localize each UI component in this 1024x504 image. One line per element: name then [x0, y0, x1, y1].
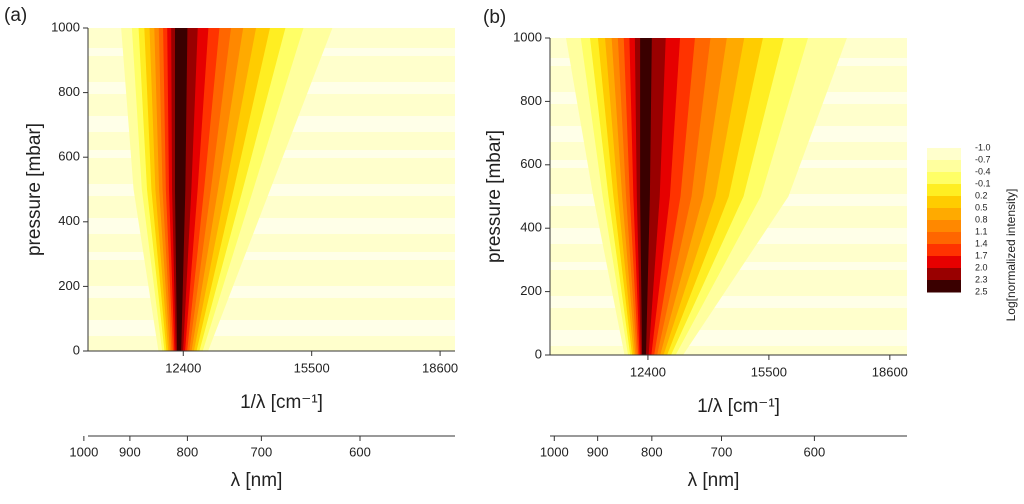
noise-streak [88, 286, 455, 298]
x2-axis-title: λ [nm] [231, 470, 283, 491]
colorbar-label: 2.5 [975, 286, 988, 296]
y-tick-label: 600 [58, 149, 80, 164]
y-tick-label: 800 [58, 84, 80, 99]
colorbar-label: -0.4 [975, 166, 991, 176]
y-axis-title: pressure [mbar] [484, 130, 505, 263]
colorbar-label: -1.0 [975, 142, 991, 152]
colorbar-label: 0.8 [975, 214, 988, 224]
contour-band [640, 38, 652, 355]
noise-streak [88, 320, 455, 336]
colorbar-swatch [927, 148, 961, 161]
y-tick-label: 1000 [513, 29, 542, 44]
y-tick-label: 400 [520, 220, 542, 235]
colorbar-label: 2.3 [975, 274, 988, 284]
y-tick-label: 200 [520, 283, 542, 298]
panel-label: (a) [4, 5, 27, 26]
colorbar-label: 0.5 [975, 202, 988, 212]
y-tick-label: 0 [73, 342, 80, 357]
colorbar-label: 0.2 [975, 190, 988, 200]
noise-streak [550, 330, 907, 346]
colorbar-swatch [927, 184, 961, 197]
colorbar-label: -0.7 [975, 154, 991, 164]
contour-band [174, 28, 188, 351]
colorbar-swatch [927, 280, 961, 293]
x2-tick-label: 900 [587, 444, 609, 459]
x2-tick-label: 1000 [69, 444, 98, 459]
x-tick-label: 18600 [872, 364, 908, 379]
noise-streak [550, 296, 907, 308]
noise-streak [88, 252, 455, 260]
panel-label: (b) [483, 7, 506, 28]
colorbar-label: -0.1 [975, 178, 991, 188]
x2-tick-label: 700 [711, 444, 733, 459]
colorbar-label: 1.4 [975, 238, 988, 248]
colorbar-swatch [927, 268, 961, 281]
x2-tick-label: 600 [804, 444, 826, 459]
x2-tick-label: 600 [349, 444, 371, 459]
x-axis-title: 1/λ [cm⁻¹] [697, 396, 780, 417]
y-tick-label: 600 [520, 156, 542, 171]
x2-tick-label: 700 [251, 444, 273, 459]
colorbar-swatch [927, 208, 961, 221]
colorbar-swatch [927, 160, 961, 173]
colorbar-label: 1.7 [975, 250, 988, 260]
y-tick-label: 1000 [51, 19, 80, 34]
y-axis-title: pressure [mbar] [24, 123, 45, 256]
x-tick-label: 15500 [751, 364, 787, 379]
colorbar-swatch [927, 172, 961, 185]
colorbar-swatch [927, 232, 961, 245]
x-tick-label: 12400 [630, 364, 666, 379]
colorbar-swatch [927, 220, 961, 233]
colorbar-swatch [927, 244, 961, 257]
x-tick-label: 18600 [422, 360, 458, 375]
colorbar-swatch [927, 196, 961, 209]
colorbar-title: Log[normalized intensity] [1004, 189, 1018, 322]
x2-tick-label: 1000 [540, 444, 569, 459]
y-tick-label: 200 [58, 278, 80, 293]
y-tick-label: 400 [58, 213, 80, 228]
x2-tick-label: 800 [641, 444, 663, 459]
colorbar-label: 1.1 [975, 226, 988, 236]
x2-tick-label: 900 [119, 444, 141, 459]
colorbar-swatch [927, 256, 961, 269]
y-tick-label: 800 [520, 93, 542, 108]
colorbar-label: 2.0 [975, 262, 988, 272]
x2-tick-label: 800 [177, 444, 199, 459]
x2-axis-title: λ [nm] [688, 470, 740, 491]
x-tick-label: 12400 [165, 360, 201, 375]
x-tick-label: 15500 [294, 360, 330, 375]
x-axis-title: 1/λ [cm⁻¹] [240, 392, 323, 413]
y-tick-label: 0 [535, 346, 542, 361]
